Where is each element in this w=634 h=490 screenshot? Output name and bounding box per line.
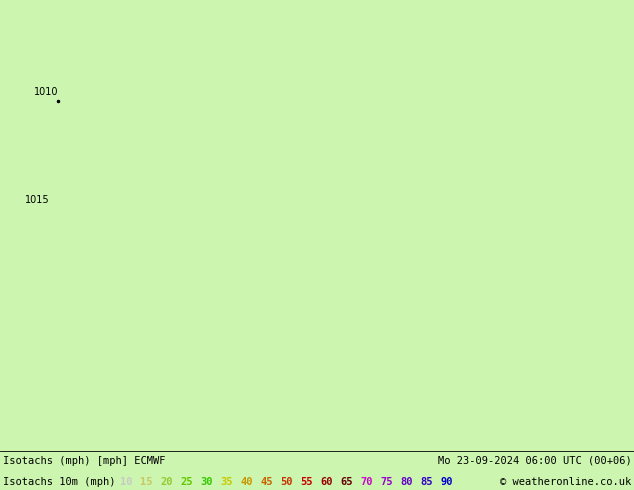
Text: Mo 23-09-2024 06:00 UTC (00+06): Mo 23-09-2024 06:00 UTC (00+06) <box>437 456 631 466</box>
Text: 40: 40 <box>240 477 252 487</box>
Text: 15: 15 <box>140 477 153 487</box>
Text: 90: 90 <box>440 477 453 487</box>
Text: Isotachs (mph) [mph] ECMWF: Isotachs (mph) [mph] ECMWF <box>3 456 165 466</box>
Text: 60: 60 <box>320 477 333 487</box>
Text: 75: 75 <box>380 477 392 487</box>
Text: 55: 55 <box>300 477 313 487</box>
Text: 1010: 1010 <box>34 87 58 97</box>
Text: 10: 10 <box>120 477 133 487</box>
Text: 85: 85 <box>420 477 432 487</box>
Text: 80: 80 <box>400 477 413 487</box>
Text: 45: 45 <box>260 477 273 487</box>
Text: 65: 65 <box>340 477 353 487</box>
Text: 70: 70 <box>360 477 373 487</box>
Text: 50: 50 <box>280 477 293 487</box>
Text: 35: 35 <box>220 477 233 487</box>
Text: 20: 20 <box>160 477 172 487</box>
Text: 1015: 1015 <box>25 195 49 205</box>
Text: Isotachs 10m (mph): Isotachs 10m (mph) <box>3 477 115 487</box>
Text: © weatheronline.co.uk: © weatheronline.co.uk <box>500 477 631 487</box>
Text: 25: 25 <box>180 477 193 487</box>
Text: 30: 30 <box>200 477 212 487</box>
